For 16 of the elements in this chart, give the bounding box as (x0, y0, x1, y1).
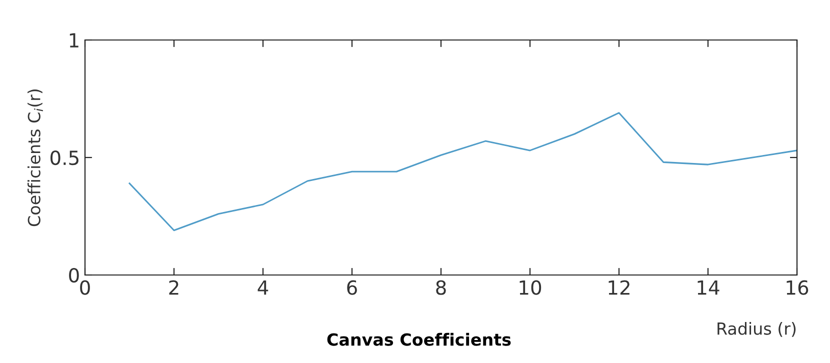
y-tick-label: 0 (69, 268, 79, 283)
x-tick-label: 2 (169, 280, 178, 295)
text: Canvas Coefficients (327, 332, 511, 346)
y-axis-title: Coefficients C$_{i}$(r) (28, 90, 43, 226)
x-tick-label: 0 (80, 280, 90, 295)
x-tick-label: 14 (698, 280, 720, 295)
x-tick-label: 4 (258, 280, 268, 295)
line-series (128, 112, 797, 232)
x-tick-label: 6 (347, 280, 357, 295)
y-tick-label: 0.5 (50, 150, 78, 166)
x-tick-label: 10 (520, 280, 542, 295)
x-tick-label: 8 (436, 280, 446, 295)
y-tick-label: 1 (70, 33, 78, 48)
x-tick-label: 16 (786, 280, 808, 295)
x-tick-label: 12 (608, 280, 630, 295)
x-axis-title: Radius (r) (718, 322, 796, 337)
